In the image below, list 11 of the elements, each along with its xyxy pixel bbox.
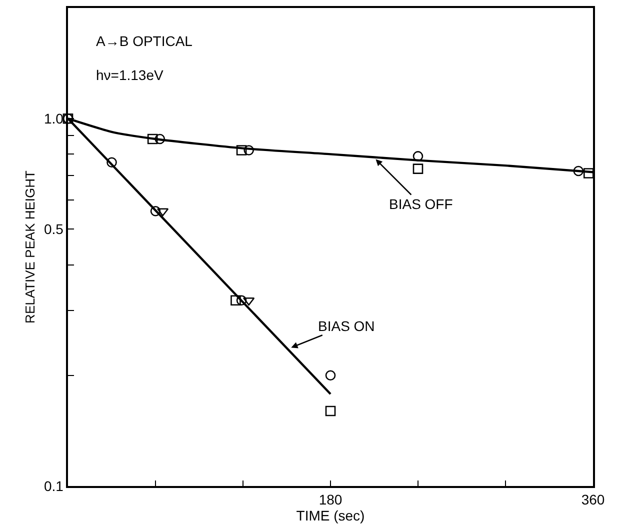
annotation: BIAS ON <box>318 318 375 334</box>
y-tick-label: 0.5 <box>44 221 64 238</box>
annotation: hν=1.13eV <box>96 67 164 83</box>
x-axis-title: TIME (sec) <box>296 508 365 524</box>
x-tick-label: 360 <box>581 492 605 508</box>
y-tick-label: 1.0 <box>44 110 64 126</box>
annotation: BIAS OFF <box>389 196 453 212</box>
y-axis-title: RELATIVE PEAK HEIGHT <box>22 170 38 324</box>
y-tick-label: 0.1 <box>44 478 64 494</box>
annotation: A→B OPTICAL <box>96 33 193 49</box>
x-tick-label: 180 <box>318 492 342 508</box>
